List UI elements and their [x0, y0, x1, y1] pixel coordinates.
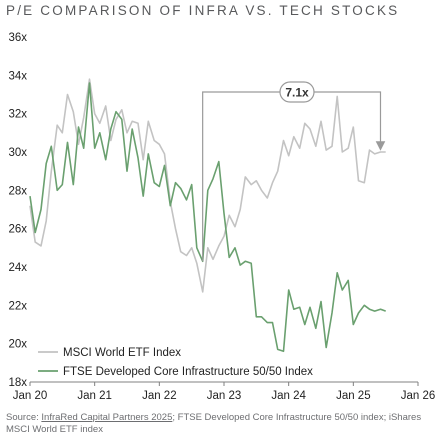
source-prefix: Source: — [6, 412, 42, 423]
callout-label: 7.1x — [285, 86, 309, 100]
y-tick-label: 22x — [8, 300, 27, 312]
x-tick-label: Jan 21 — [77, 390, 112, 402]
y-tick-label: 34x — [8, 70, 27, 82]
y-tick-label: 26x — [8, 224, 27, 236]
legend-label: FTSE Developed Core Infrastructure 50/50… — [63, 366, 313, 378]
x-tick-label: Jan 23 — [207, 390, 242, 402]
series-layer — [29, 78, 386, 353]
ftse-infra-line — [29, 82, 386, 353]
x-tick-label: Jan 24 — [271, 390, 306, 402]
y-tick-label: 18x — [8, 377, 27, 389]
chart-title: P/E COMPARISON OF INFRA VS. TECH STOCKS — [6, 3, 400, 18]
x-tick-label: Jan 26 — [401, 390, 436, 402]
callout-layer: 7.1x — [202, 81, 386, 262]
x-tick-label: Jan 20 — [13, 390, 48, 402]
x-tick-label: Jan 22 — [142, 390, 177, 402]
legend-label: MSCI World ETF Index — [63, 347, 181, 359]
y-tick-label: 30x — [8, 147, 27, 159]
source-rest: ; FTSE Developed Core Infrastructure 50/… — [6, 412, 422, 435]
chart-axes: 18x 20x 22x 24x 26x 28x 30x 32x 34x 36x Jan 20 Jan … — [8, 32, 435, 402]
msci-world-line — [29, 78, 386, 293]
callout-badge — [279, 81, 315, 103]
source-note: Source: InfraRed Capital Partners 2025; … — [6, 412, 438, 436]
source-link[interactable]: InfraRed Capital Partners 2025 — [41, 412, 173, 423]
y-tick-label: 36x — [8, 32, 27, 44]
y-tick-label: 32x — [8, 109, 27, 121]
legend: MSCI World ETF Index FTSE Developed Core … — [38, 347, 313, 378]
x-tick-label: Jan 25 — [336, 390, 371, 402]
y-tick-label: 20x — [8, 339, 27, 351]
callout-bracket — [202, 91, 386, 262]
y-tick-label: 28x — [8, 185, 27, 197]
y-tick-label: 24x — [8, 262, 27, 274]
